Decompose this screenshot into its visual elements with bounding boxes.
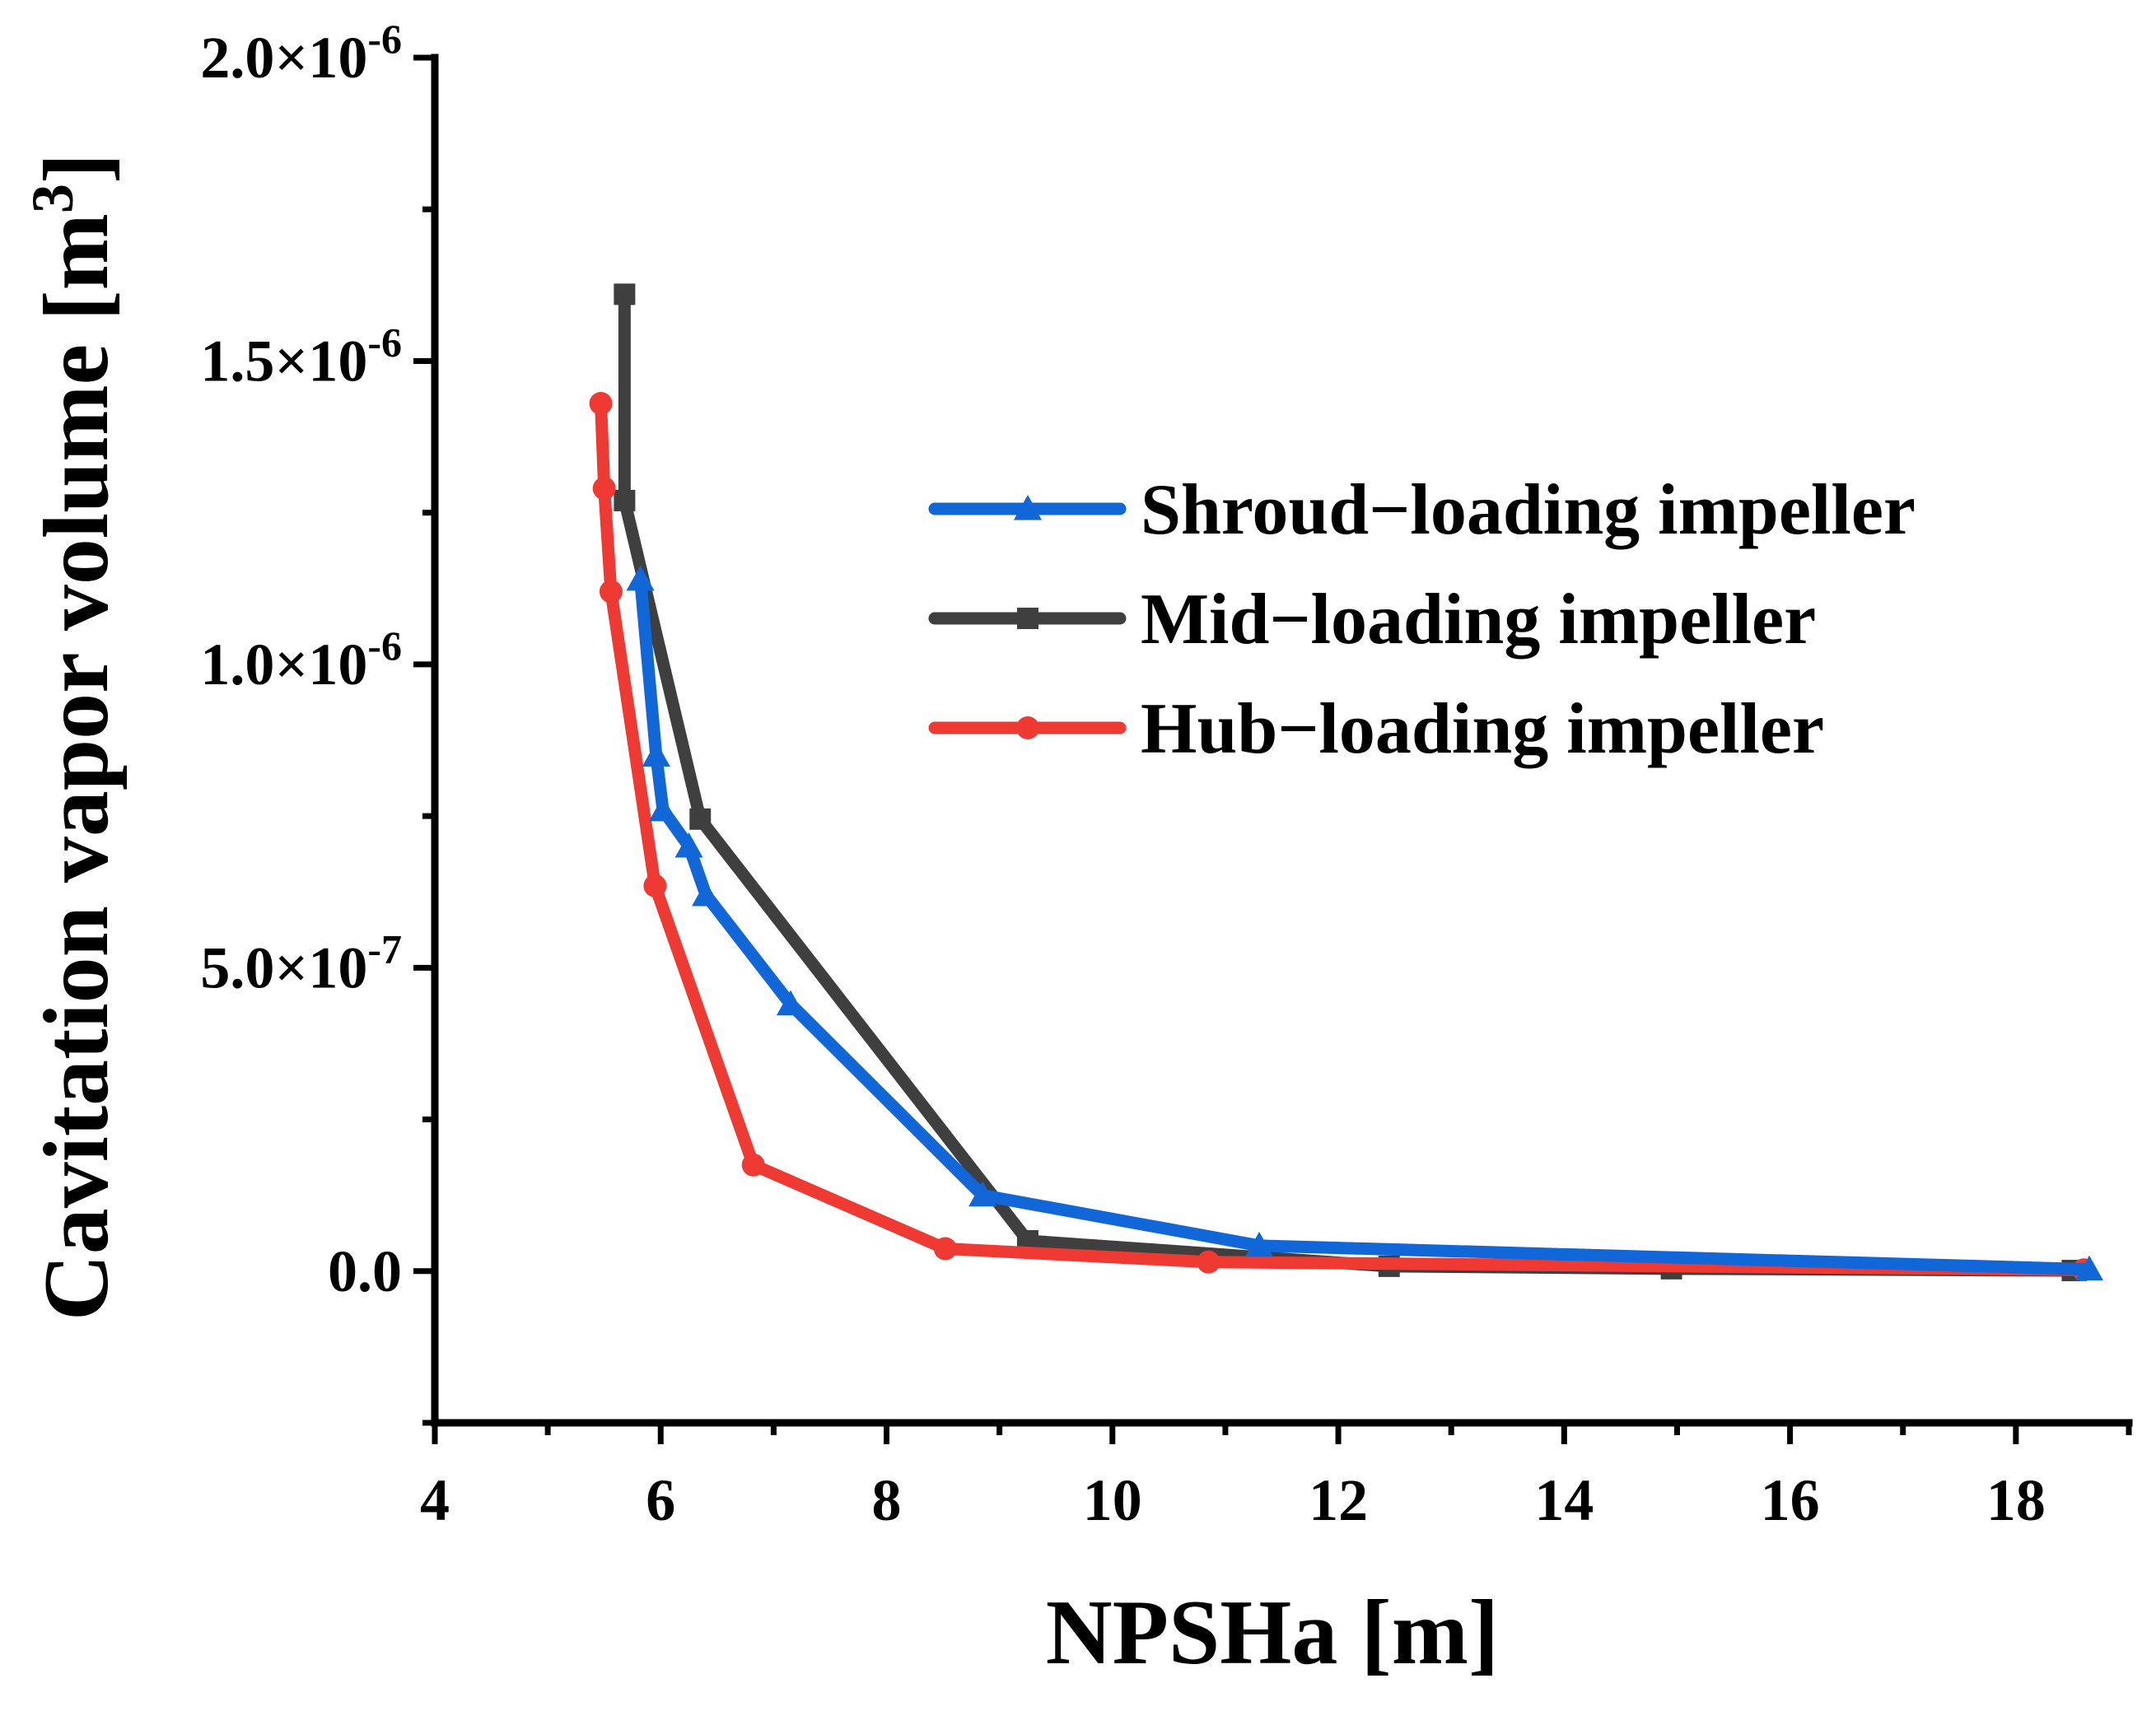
data-point-shroud bbox=[2075, 1255, 2104, 1281]
data-point-shroud bbox=[626, 565, 655, 591]
data-point-hub bbox=[933, 1237, 957, 1261]
x-tick-label: 10 bbox=[1083, 1467, 1142, 1533]
legend-item-mid: Mid−loading impeller bbox=[928, 580, 1816, 660]
series-line-hub bbox=[595, 397, 2090, 1276]
y-axis-title-text: Cavitation vapor volume [m bbox=[26, 213, 128, 1321]
series-line-mid bbox=[618, 287, 2079, 1277]
legend-marker-shroud bbox=[1014, 495, 1042, 520]
plot-area bbox=[589, 283, 2104, 1282]
axes: 4 6 8 10 12 14 16 180.05.0×10-71.0×10-61.5×10-6… bbox=[200, 16, 2133, 1533]
y-tick-mantissa: 2.0×10 bbox=[200, 25, 367, 91]
y-tick-exponent: -6 bbox=[367, 16, 402, 62]
data-point-shroud bbox=[692, 880, 721, 907]
legend-item-hub: Hub−loading impeller bbox=[928, 689, 1824, 769]
legend-label-shroud: Shroud−loading impeller bbox=[1141, 470, 1916, 550]
data-point-hub bbox=[643, 874, 667, 897]
y-tick-label: 0.0 bbox=[328, 1238, 402, 1304]
data-point-hub bbox=[589, 392, 613, 416]
legend-marker-hub bbox=[1016, 716, 1039, 739]
y-tick-mantissa: 1.5×10 bbox=[200, 328, 367, 394]
y-tick-exponent: -6 bbox=[367, 319, 402, 365]
data-point-mid bbox=[614, 283, 636, 305]
data-point-shroud bbox=[776, 990, 805, 1016]
y-tick-mantissa: 5.0×10 bbox=[200, 935, 367, 1000]
y-tick-mantissa: 1.0×10 bbox=[200, 632, 367, 697]
data-point-hub bbox=[592, 477, 616, 501]
y-axis-title: Cavitation vapor volume [m3] bbox=[20, 153, 128, 1321]
data-point-shroud bbox=[1245, 1231, 1274, 1257]
x-tick-label: 6 bbox=[646, 1467, 675, 1533]
y-tick-mantissa: 0.0 bbox=[328, 1238, 402, 1304]
y-tick-label: 1.0×10-6 bbox=[200, 622, 402, 697]
legend-label-mid: Mid−loading impeller bbox=[1141, 580, 1816, 660]
series-shroud bbox=[626, 565, 2104, 1281]
legend-marker-mid bbox=[1017, 608, 1038, 629]
y-tick-exponent: -7 bbox=[367, 925, 402, 972]
y-axis-title-close: ] bbox=[26, 153, 128, 184]
data-point-hub bbox=[599, 580, 623, 604]
y-tick-exponent: -6 bbox=[367, 622, 402, 669]
legend-item-shroud: Shroud−loading impeller bbox=[928, 470, 1916, 550]
legend: Shroud−loading impeller Mid−loading impel… bbox=[928, 470, 1916, 769]
x-tick-label: 14 bbox=[1534, 1467, 1594, 1533]
data-point-shroud bbox=[649, 795, 678, 822]
series-hub bbox=[589, 392, 2096, 1282]
legend-label-hub: Hub−loading impeller bbox=[1141, 689, 1824, 769]
x-axis-title: NPSHa [m] bbox=[1046, 1582, 1500, 1684]
data-point-shroud bbox=[642, 741, 670, 767]
x-tick-label: 16 bbox=[1761, 1467, 1820, 1533]
y-tick-label: 5.0×10-7 bbox=[200, 925, 402, 1000]
data-point-mid bbox=[689, 808, 712, 830]
y-axis-title-superscript: 3 bbox=[20, 184, 86, 213]
y-tick-label: 2.0×10-6 bbox=[200, 16, 402, 91]
x-tick-label: 8 bbox=[872, 1467, 902, 1533]
data-point-shroud bbox=[674, 832, 703, 858]
x-tick-label: 18 bbox=[1986, 1467, 2046, 1533]
data-point-hub bbox=[741, 1153, 765, 1177]
y-tick-label: 1.5×10-6 bbox=[200, 319, 402, 394]
x-tick-label: 4 bbox=[420, 1467, 450, 1533]
data-point-mid bbox=[614, 489, 636, 511]
data-point-hub bbox=[1197, 1250, 1220, 1274]
series-mid bbox=[614, 283, 2084, 1282]
series-line-shroud bbox=[634, 573, 2096, 1276]
x-tick-label: 12 bbox=[1309, 1467, 1368, 1533]
data-point-shroud bbox=[968, 1181, 997, 1207]
